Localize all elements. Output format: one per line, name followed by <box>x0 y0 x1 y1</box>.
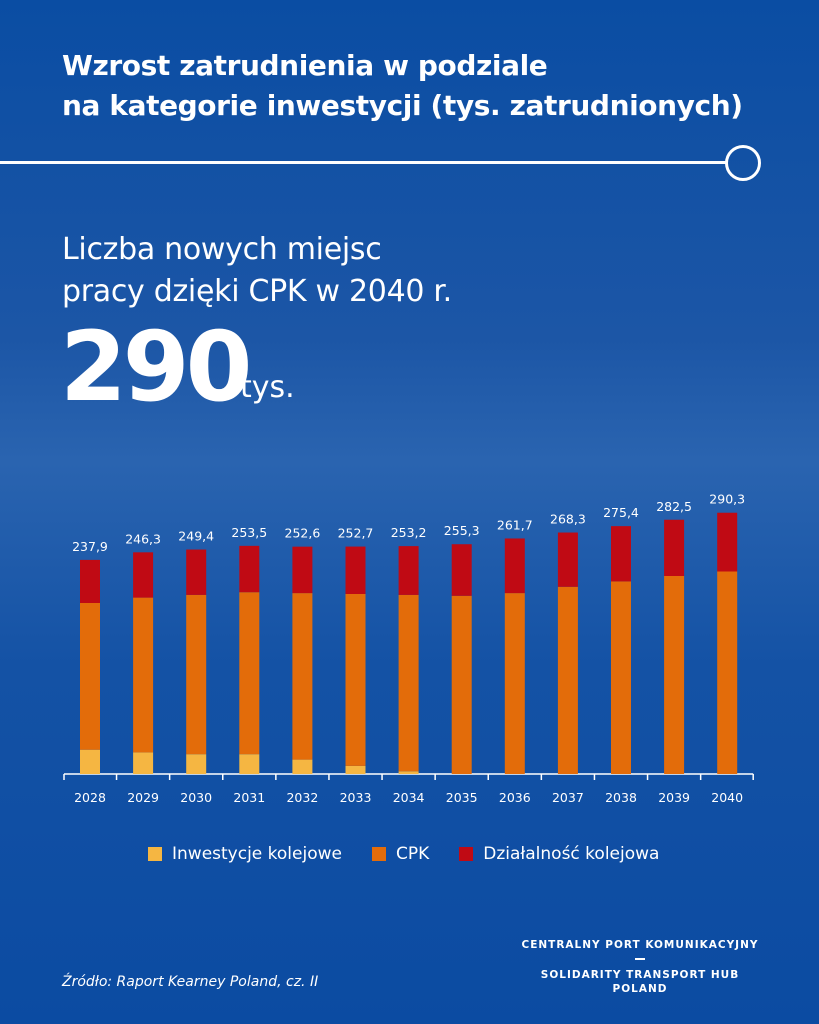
bar-cpk-2034 <box>398 594 419 772</box>
x-tick-label-2028: 2028 <box>74 790 106 805</box>
x-tick-label-2035: 2035 <box>446 790 478 805</box>
bar-cpk-2031 <box>239 592 260 755</box>
chart-title: Wzrost zatrudnienia w podziale na katego… <box>62 46 743 126</box>
bar-dzialalnosc-kolejowa-2030 <box>186 549 207 595</box>
stacked-bar-chart: 237,9 2028 246,3 2029 249,4 2030 253,5 2031 252,… <box>63 492 754 805</box>
legend-item-cpk: CPK <box>371 844 430 864</box>
legend-label-inwestycje-kolejowe: Inwestycje kolejowe <box>172 844 342 864</box>
x-tick-label-2033: 2033 <box>340 790 372 805</box>
legend-label-dzialalnosc-kolejowa: Działalność kolejowa <box>483 844 660 864</box>
bar-dzialalnosc-kolejowa-2036 <box>504 538 525 594</box>
bar-cpk-2035 <box>451 595 472 774</box>
bar-cpk-2029 <box>133 597 154 753</box>
x-tick-label-2034: 2034 <box>393 790 425 805</box>
x-tick-label-2031: 2031 <box>233 790 265 805</box>
highlight-value: 290 <box>60 311 252 423</box>
x-tick-label-2030: 2030 <box>180 790 212 805</box>
brand-line-3: POLAND <box>612 983 668 995</box>
total-label-2035: 255,3 <box>444 523 480 538</box>
legend-label-cpk: CPK <box>395 844 430 864</box>
subtitle-line-2: pracy dzięki CPK w 2040 r. <box>62 274 452 309</box>
total-label-2032: 252,6 <box>285 526 321 541</box>
x-tick-label-2040: 2040 <box>711 790 743 805</box>
bar-dzialalnosc-kolejowa-2040 <box>717 512 738 572</box>
legend-swatch-inwestycje-kolejowe <box>148 847 162 861</box>
bar-inwestycje-kolejowe-2033 <box>345 765 366 774</box>
total-label-2036: 261,7 <box>497 517 533 532</box>
x-tick-label-2032: 2032 <box>286 790 318 805</box>
brand-line-1: CENTRALNY PORT KOMUNIKACYJNY <box>521 939 759 951</box>
bar-dzialalnosc-kolejowa-2032 <box>292 546 313 594</box>
title-line-2: na kategorie inwestycji (tys. zatrudnion… <box>62 89 743 122</box>
bar-cpk-2039 <box>664 576 685 774</box>
bar-cpk-2040 <box>717 571 738 774</box>
total-label-2029: 246,3 <box>125 531 161 546</box>
total-label-2030: 249,4 <box>178 529 214 544</box>
total-label-2031: 253,5 <box>231 525 267 540</box>
subtitle-line-1: Liczba nowych miejsc <box>62 232 382 267</box>
legend-item-dzialalnosc-kolejowa: Działalność kolejowa <box>459 844 659 864</box>
divider-circle-icon <box>725 145 761 181</box>
bar-dzialalnosc-kolejowa-2031 <box>239 545 260 593</box>
bar-cpk-2037 <box>557 586 578 774</box>
x-tick-label-2039: 2039 <box>658 790 690 805</box>
bar-inwestycje-kolejowe-2028 <box>80 749 100 774</box>
bar-dzialalnosc-kolejowa-2038 <box>611 526 631 582</box>
total-label-2038: 275,4 <box>603 505 639 520</box>
source-note: Źródło: Raport Kearney Poland, cz. II <box>62 974 319 990</box>
bar-dzialalnosc-kolejowa-2037 <box>557 532 578 587</box>
bar-cpk-2028 <box>80 603 100 750</box>
x-tick-label-2029: 2029 <box>127 790 159 805</box>
bar-inwestycje-kolejowe-2032 <box>292 759 313 774</box>
total-label-2037: 268,3 <box>550 512 586 527</box>
total-label-2033: 252,7 <box>338 526 374 541</box>
bar-inwestycje-kolejowe-2034 <box>398 771 419 774</box>
bar-cpk-2033 <box>345 594 366 766</box>
total-label-2028: 237,9 <box>72 539 108 554</box>
bar-inwestycje-kolejowe-2031 <box>239 754 260 774</box>
divider-line <box>0 161 726 164</box>
bar-dzialalnosc-kolejowa-2029 <box>133 552 154 598</box>
brand-dash <box>635 958 645 960</box>
bar-dzialalnosc-kolejowa-2033 <box>345 546 366 594</box>
total-label-2040: 290,3 <box>709 492 745 507</box>
bar-inwestycje-kolejowe-2029 <box>133 752 154 774</box>
bar-inwestycje-kolejowe-2030 <box>186 754 207 774</box>
bar-dzialalnosc-kolejowa-2035 <box>451 544 472 596</box>
x-tick-label-2037: 2037 <box>552 790 584 805</box>
bar-cpk-2032 <box>292 593 313 760</box>
legend-swatch-cpk <box>371 847 386 861</box>
bar-cpk-2030 <box>186 594 207 755</box>
highlight-unit: tys. <box>240 370 295 405</box>
bar-cpk-2038 <box>611 581 631 774</box>
title-line-1: Wzrost zatrudnienia w podziale <box>62 49 548 82</box>
legend-item-inwestycje-kolejowe: Inwestycje kolejowe <box>148 844 342 864</box>
chart-legend: Inwestycje kolejowe CPK Działalność kole… <box>148 844 689 864</box>
legend-swatch-dzialalnosc-kolejowa <box>459 847 474 861</box>
bar-cpk-2036 <box>504 593 525 774</box>
brand-line-2: SOLIDARITY TRANSPORT HUB <box>540 969 740 981</box>
bar-dzialalnosc-kolejowa-2039 <box>664 519 685 576</box>
highlight-subtitle: Liczba nowych miejsc pracy dzięki CPK w … <box>62 229 452 313</box>
x-tick-label-2036: 2036 <box>499 790 531 805</box>
bar-dzialalnosc-kolejowa-2034 <box>398 546 419 595</box>
bar-dzialalnosc-kolejowa-2028 <box>80 559 100 603</box>
total-label-2039: 282,5 <box>656 499 692 514</box>
x-tick-label-2038: 2038 <box>605 790 637 805</box>
brand-logo: CENTRALNY PORT KOMUNIKACYJNY SOLIDARITY … <box>520 938 760 996</box>
total-label-2034: 253,2 <box>391 525 427 540</box>
